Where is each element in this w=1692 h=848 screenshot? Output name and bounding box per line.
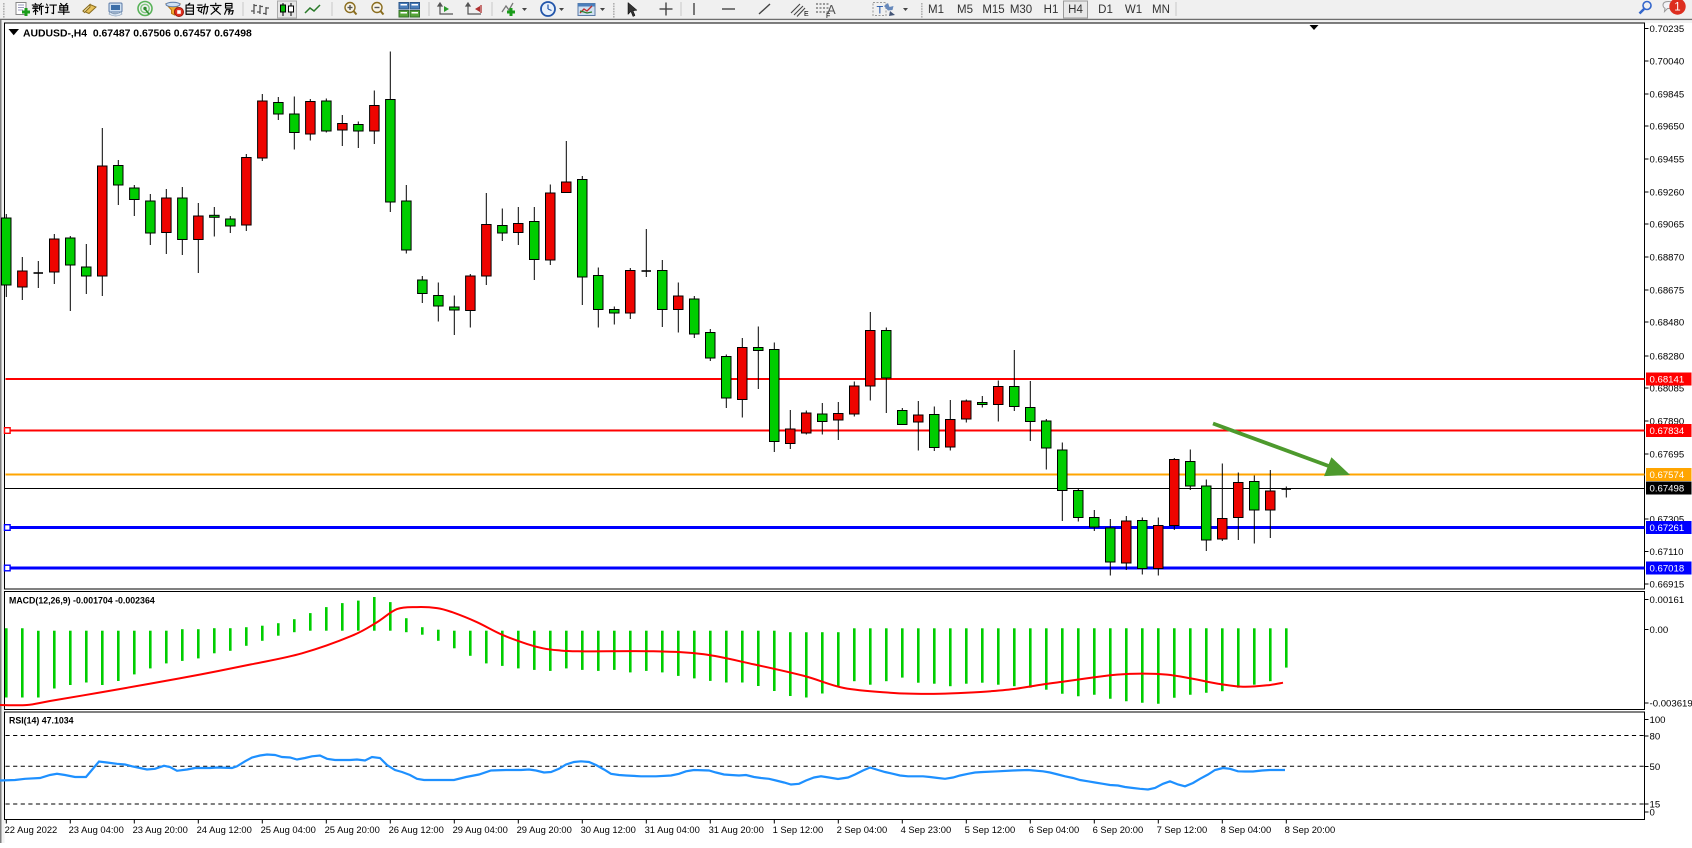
svg-text:A: A [827,2,836,17]
svg-text:23 Aug 20:00: 23 Aug 20:00 [133,824,188,835]
svg-text:0.66915: 0.66915 [1650,580,1685,591]
svg-text:0.69065: 0.69065 [1650,220,1685,231]
svg-text:0.69455: 0.69455 [1650,155,1685,166]
svg-text:0.68141: 0.68141 [1650,375,1685,386]
svg-text:31 Aug 04:00: 31 Aug 04:00 [645,824,700,835]
svg-text:25 Aug 04:00: 25 Aug 04:00 [261,824,316,835]
svg-text:23 Aug 04:00: 23 Aug 04:00 [69,824,124,835]
svg-text:0.67498: 0.67498 [1650,484,1685,495]
svg-text:0.68480: 0.68480 [1650,318,1685,329]
svg-text:8 Sep 20:00: 8 Sep 20:00 [1285,824,1336,835]
svg-text:M15: M15 [982,4,1004,16]
svg-text:29 Aug 20:00: 29 Aug 20:00 [517,824,572,835]
svg-text:0.69650: 0.69650 [1650,122,1685,133]
svg-text:E: E [804,11,809,18]
svg-text:0.70235: 0.70235 [1650,24,1685,35]
svg-text:0: 0 [1650,808,1655,819]
svg-text:26 Aug 12:00: 26 Aug 12:00 [389,824,444,835]
svg-text:29 Aug 04:00: 29 Aug 04:00 [453,824,508,835]
svg-text:22 Aug 2022: 22 Aug 2022 [5,824,58,835]
svg-text:0.00: 0.00 [1650,625,1669,636]
svg-text:D1: D1 [1098,4,1113,16]
svg-text:1: 1 [1674,2,1680,14]
svg-text:30 Aug 12:00: 30 Aug 12:00 [581,824,636,835]
svg-text:4 Sep 23:00: 4 Sep 23:00 [901,824,952,835]
svg-text:W1: W1 [1125,4,1142,16]
svg-text:MACD(12,26,9) -0.001704 -0.002: MACD(12,26,9) -0.001704 -0.002364 [9,596,155,606]
svg-text:6 Sep 04:00: 6 Sep 04:00 [1029,824,1080,835]
svg-text:0.67574: 0.67574 [1650,470,1685,481]
svg-text:M30: M30 [1010,4,1032,16]
svg-text:RSI(14) 47.1034: RSI(14) 47.1034 [9,716,74,726]
svg-text:H4: H4 [1068,4,1083,16]
svg-text:100: 100 [1650,715,1666,726]
svg-text:0.67695: 0.67695 [1650,450,1685,461]
svg-text:24 Aug 12:00: 24 Aug 12:00 [197,824,252,835]
svg-text:2 Sep 04:00: 2 Sep 04:00 [837,824,888,835]
svg-text:M5: M5 [957,4,973,16]
svg-text:7 Sep 12:00: 7 Sep 12:00 [1157,824,1208,835]
svg-text:AUDUSD-,H4 0.67487 0.67506 0.: AUDUSD-,H4 0.67487 0.67506 0.67457 0.674… [23,29,252,40]
svg-text:25 Aug 20:00: 25 Aug 20:00 [325,824,380,835]
svg-text:80: 80 [1650,732,1661,743]
svg-text:0.68870: 0.68870 [1650,253,1685,264]
svg-text:0.69260: 0.69260 [1650,188,1685,199]
svg-text:M1: M1 [928,4,944,16]
svg-text:H1: H1 [1044,4,1059,16]
svg-text:0.67110: 0.67110 [1650,547,1684,558]
svg-text:6 Sep 20:00: 6 Sep 20:00 [1093,824,1144,835]
svg-text:0.68675: 0.68675 [1650,286,1685,297]
svg-text:T: T [877,5,884,17]
svg-text:-0.003619: -0.003619 [1650,699,1692,710]
svg-text:0.00161: 0.00161 [1650,595,1685,606]
svg-text:5 Sep 12:00: 5 Sep 12:00 [965,824,1016,835]
svg-text:0.67834: 0.67834 [1650,426,1685,437]
svg-text:0.68280: 0.68280 [1650,352,1685,363]
svg-text:0.67261: 0.67261 [1650,523,1685,534]
svg-text:1 Sep 12:00: 1 Sep 12:00 [773,824,824,835]
svg-text:MN: MN [1152,4,1170,16]
svg-text:50: 50 [1650,762,1661,773]
svg-text:8 Sep 04:00: 8 Sep 04:00 [1221,824,1272,835]
svg-text:0.70040: 0.70040 [1650,57,1685,68]
svg-text:0.69845: 0.69845 [1650,90,1685,101]
svg-text:0.67018: 0.67018 [1650,564,1685,575]
svg-text:31 Aug 20:00: 31 Aug 20:00 [709,824,764,835]
